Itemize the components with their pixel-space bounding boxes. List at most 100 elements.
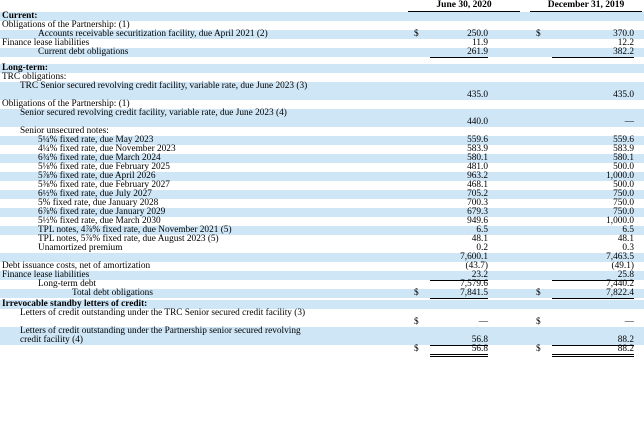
table-row: Letters of credit outstanding under the …	[0, 308, 644, 327]
row-label: TPL notes, 5⅞% fixed rate, due August 20…	[38, 234, 219, 244]
row-label: Letters of credit outstanding under the …	[20, 308, 306, 318]
row-label: Obligations of the Partnership: (1)	[2, 20, 130, 30]
section-heading: Current:	[2, 11, 38, 21]
value-2019: 48.1	[617, 234, 634, 244]
value-2020: 440.0	[467, 117, 488, 127]
value-2020: 468.1	[467, 180, 488, 190]
table-row: Current debt obligations 261.9 382.2	[0, 47, 644, 58]
value-2019: 500.0	[613, 162, 634, 172]
row-label: Letters of credit outstanding under the …	[20, 326, 301, 345]
table-row: Total debt obligations $ 7,841.5 $ 7,822…	[0, 288, 644, 301]
value-2020: 6.5	[476, 225, 488, 235]
table-row: 5⅜% fixed rate, due February 2027 468.1 50…	[0, 180, 644, 190]
value-2019: 750.0	[613, 207, 634, 217]
value-2019: 583.9	[613, 144, 634, 154]
row-label: TRC Senior secured revolving credit faci…	[20, 81, 308, 91]
column-header-june-2020: June 30, 2020	[408, 0, 520, 12]
dollar-sign: $	[414, 344, 419, 354]
table-row: Obligations of the Partnership: (1)	[0, 20, 644, 30]
table-row: Letters of credit outstanding under the …	[0, 326, 644, 346]
value-2020: 705.2	[467, 189, 488, 199]
value-2020: —	[478, 317, 488, 327]
table-row: 5⅛% fixed rate, due February 2025 481.0 50…	[0, 162, 644, 172]
table-row: TPL notes, 4⅞% fixed rate, due November …	[0, 225, 644, 235]
value-2019: —	[624, 317, 634, 327]
table-row: 4¼% fixed rate, due November 2023 583.9 58…	[0, 144, 644, 154]
row-label: Finance lease liabilities	[2, 38, 90, 48]
row-label: 6¾% fixed rate, due March 2024	[38, 153, 161, 163]
value-2019: 7,822.4	[552, 288, 634, 301]
value-2019: 580.1	[613, 153, 634, 163]
row-label: 5¼% fixed rate, due May 2023	[38, 135, 154, 145]
total-2020: 56.8	[430, 344, 488, 357]
dollar-sign: $	[536, 344, 541, 354]
dollar-sign: $	[414, 288, 419, 298]
table-row: Debt issuance costs, net of amortization…	[0, 261, 644, 271]
value-2020: 949.6	[467, 216, 488, 226]
dollar-sign: $	[414, 29, 419, 39]
section-heading: Long-term:	[2, 63, 48, 73]
row-label: Debt issuance costs, net of amortization	[2, 261, 151, 271]
value-2019: 382.2	[552, 47, 634, 58]
dollar-sign: $	[536, 317, 541, 327]
row-label: 5⅞% fixed rate, due April 2026	[38, 171, 156, 181]
value-2019: 6.5	[622, 225, 634, 235]
section-heading: Irrevocable standby letters of credit:	[2, 299, 148, 309]
row-label: 6⅞% fixed rate, due January 2029	[38, 207, 166, 217]
value-2020: 250.0	[467, 29, 488, 39]
value-2020: 583.9	[467, 144, 488, 154]
dollar-sign: $	[414, 317, 419, 327]
dollar-sign: $	[536, 29, 541, 39]
value-2019: 750.0	[613, 189, 634, 199]
row-label: Finance lease liabilities	[2, 270, 90, 280]
table-row: Obligations of the Partnership: (1)	[0, 99, 644, 109]
section-current-heading: Current:	[0, 11, 644, 21]
section-longterm-heading: Long-term:	[0, 63, 644, 73]
section-letters-heading: Irrevocable standby letters of credit:	[0, 299, 644, 309]
value-2020: 435.0	[467, 90, 488, 100]
row-label: 5⅛% fixed rate, due February 2025	[38, 162, 170, 172]
value-2019: 435.0	[613, 90, 634, 100]
value-2019: 750.0	[613, 198, 634, 208]
row-label: 6½% fixed rate, due July 2027	[38, 189, 152, 199]
table-row: Finance lease liabilities 23.2 25.8	[0, 270, 644, 281]
column-header-dec-2019: December 31, 2019	[530, 0, 642, 12]
row-label: Senior secured revolving credit facility…	[20, 108, 287, 118]
table-row: 7,600.1 7,463.5	[0, 252, 644, 262]
row-label: Obligations of the Partnership: (1)	[2, 99, 130, 109]
value-2019: (49.1)	[611, 261, 634, 271]
row-label: 5½% fixed rate, due March 2030	[38, 216, 161, 226]
table-row: 6½% fixed rate, due July 2027 705.2 750.0	[0, 189, 644, 199]
value-2019: 1,000.0	[606, 216, 634, 226]
row-label: Unamortized premium	[38, 243, 123, 253]
row-label: Accounts receivable securitization facil…	[38, 29, 268, 39]
value-2019: —	[624, 117, 634, 127]
table-row: 5% fixed rate, due January 2028 700.3 750.…	[0, 198, 644, 208]
subtotal-2019: 7,463.5	[606, 252, 634, 262]
value-2019: 370.0	[613, 29, 634, 39]
value-2020: 7,841.5	[430, 288, 488, 301]
value-2019: 1,000.0	[606, 171, 634, 181]
table-row: TPL notes, 5⅞% fixed rate, due August 20…	[0, 234, 644, 244]
value-2020: 261.9	[430, 47, 488, 58]
value-2019: 559.6	[613, 135, 634, 145]
row-label: 5% fixed rate, due January 2028	[38, 198, 159, 208]
row-label: 5⅜% fixed rate, due February 2027	[38, 180, 170, 190]
table-row: TRC Senior secured revolving credit faci…	[0, 81, 644, 100]
value-2020: 963.2	[467, 171, 488, 181]
subtotal-2020: 7,600.1	[460, 252, 488, 262]
table-row: 6⅞% fixed rate, due January 2029 679.3 750…	[0, 207, 644, 217]
value-2020: 481.0	[467, 162, 488, 172]
row-label: Long-term debt	[38, 279, 97, 289]
table-header: June 30, 2020 December 31, 2019	[0, 0, 644, 12]
table-row: 5⅞% fixed rate, due April 2026 963.2 1,000…	[0, 171, 644, 181]
row-label: Current debt obligations	[38, 47, 129, 57]
value-2020: 700.3	[467, 198, 488, 208]
value-2019: 500.0	[613, 180, 634, 190]
row-label: TPL notes, 4⅞% fixed rate, due November …	[38, 225, 232, 235]
table-row: Unamortized premium 0.2 0.3	[0, 243, 644, 254]
dollar-sign: $	[536, 288, 541, 298]
value-2020: 679.3	[467, 207, 488, 217]
total-2019: 88.2	[552, 344, 634, 357]
value-2019: 25.8	[552, 270, 634, 281]
